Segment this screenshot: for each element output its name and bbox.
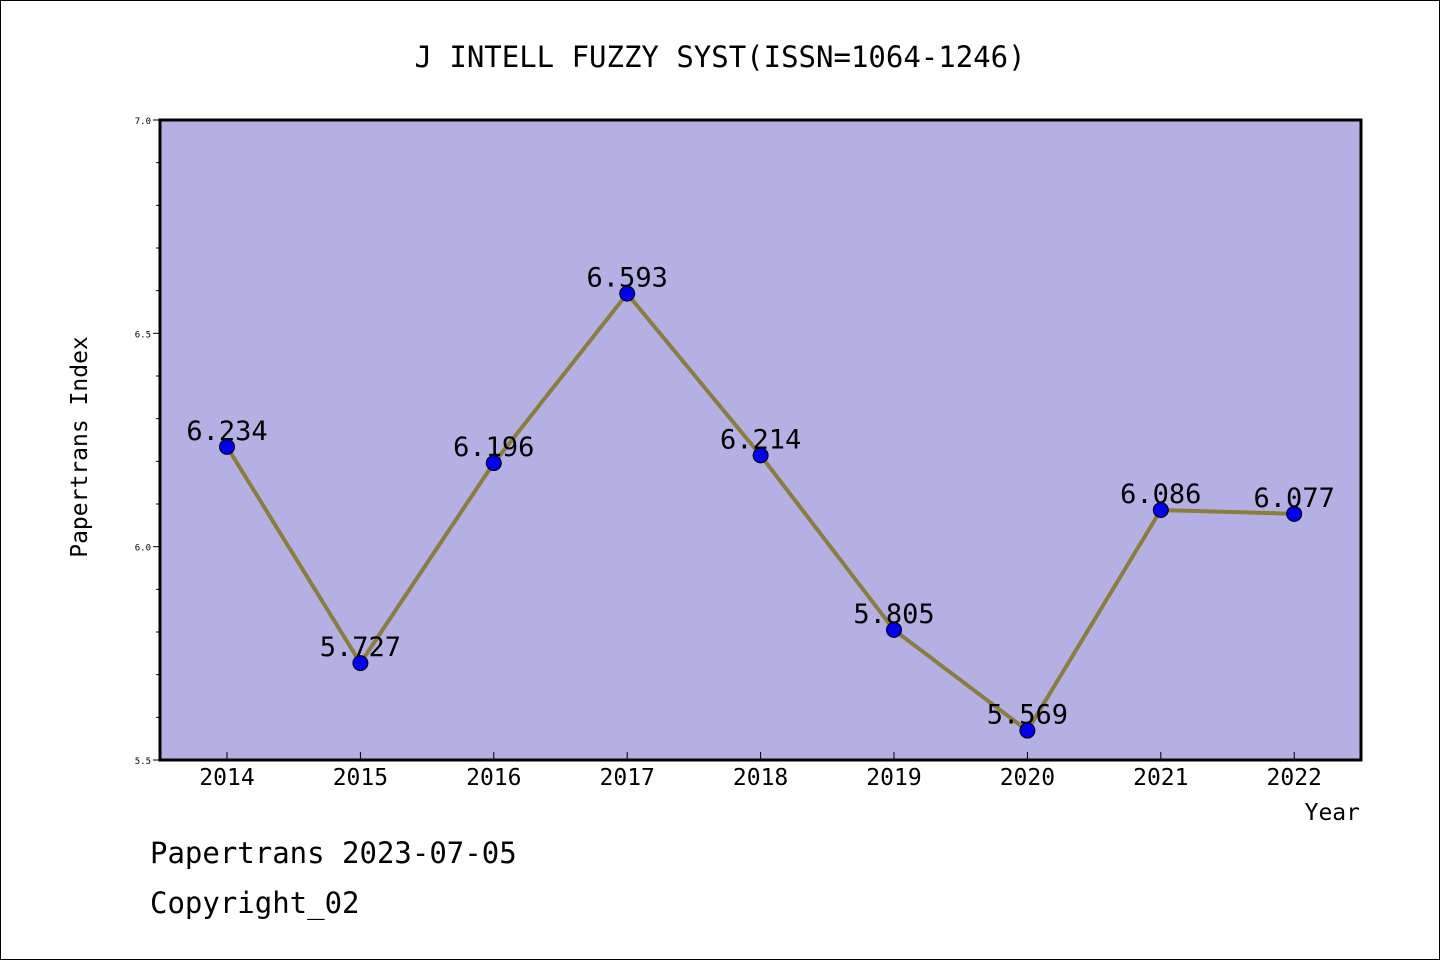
- y-tick-label: 6.5: [135, 330, 151, 340]
- data-point: [1019, 722, 1036, 739]
- x-tick-label: 2021: [1133, 765, 1188, 791]
- x-tick-label: 2016: [466, 765, 521, 791]
- data-label: 6.593: [587, 263, 668, 294]
- data-label: 5.569: [987, 700, 1068, 731]
- y-tick-label: 6.0: [135, 544, 151, 554]
- data-label: 6.214: [720, 424, 801, 455]
- data-point: [1286, 505, 1303, 522]
- series: [219, 285, 1303, 739]
- y-axis: 5.5 6.0 6.5 7.0: [135, 117, 160, 767]
- data-point: [1152, 501, 1169, 518]
- data-label: 6.196: [453, 432, 534, 463]
- x-tick-label: 2020: [1000, 765, 1055, 791]
- plot-area: [158, 118, 1363, 762]
- data-point: [752, 447, 769, 464]
- data-point: [485, 455, 502, 472]
- data-label: 6.086: [1120, 479, 1201, 510]
- x-tick-label: 2018: [733, 765, 788, 791]
- x-axis: 2014 2015 2016 2017 2018 2019 2020 2021 2022: [199, 752, 1322, 791]
- data-point: [886, 621, 902, 638]
- data-point: [219, 438, 235, 455]
- data-labels: 6.234 5.727 6.196 6.593 6.214 5.805 5.569 6.086…: [186, 263, 1334, 731]
- y-tick-label: 7.0: [135, 117, 151, 127]
- data-label: 6.077: [1254, 483, 1335, 514]
- y-axis-label: Papertrans Index: [67, 336, 93, 558]
- x-tick-label: 2014: [199, 765, 254, 791]
- x-axis-label: Year: [1305, 800, 1360, 826]
- y-tick-label: 5.5: [135, 757, 151, 767]
- data-label: 6.234: [186, 416, 267, 447]
- data-point: [619, 285, 636, 302]
- data-label: 5.727: [320, 632, 401, 663]
- data-label: 5.805: [853, 599, 934, 630]
- x-tick-label: 2015: [333, 765, 388, 791]
- chart-title: J INTELL FUZZY SYST(ISSN=1064-1246): [414, 40, 1025, 74]
- data-point: [352, 655, 369, 672]
- footer-copyright: Copyright_02: [150, 886, 360, 920]
- x-tick-label: 2022: [1267, 765, 1322, 791]
- x-tick-label: 2017: [600, 765, 655, 791]
- footer-date: Papertrans 2023-07-05: [150, 836, 517, 870]
- x-tick-label: 2019: [866, 765, 921, 791]
